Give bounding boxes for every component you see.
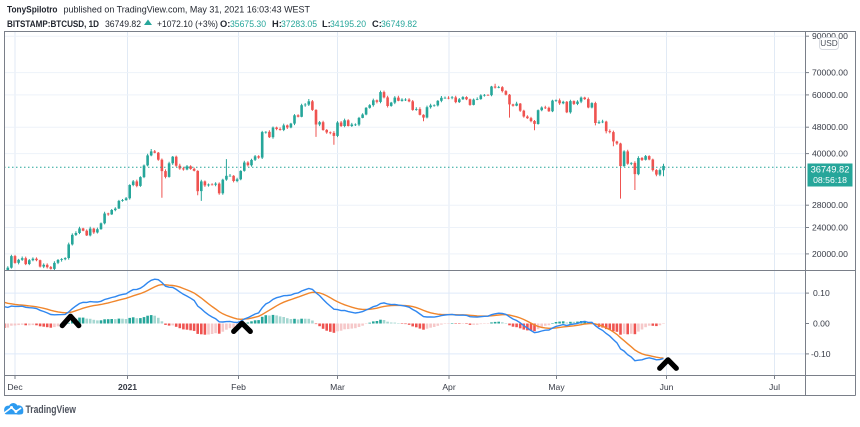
svg-text:0.00: 0.00 [813,319,830,329]
svg-text:+1072.10 (+3%): +1072.10 (+3%) [157,19,218,29]
svg-text:H:: H: [272,19,282,29]
svg-text:C:: C: [372,19,382,29]
svg-text:0.10: 0.10 [813,288,830,298]
svg-text:2021: 2021 [118,382,137,392]
svg-text:TradingView: TradingView [26,404,77,416]
svg-text:36749.82: 36749.82 [811,165,850,175]
svg-text:Dec: Dec [7,382,23,392]
svg-text:28000.00: 28000.00 [812,200,848,210]
svg-text:70000.00: 70000.00 [812,68,848,78]
svg-text:20000.00: 20000.00 [812,249,848,259]
svg-text:37283.05: 37283.05 [281,19,317,29]
svg-text:May: May [548,382,565,392]
svg-text:90000.00: 90000.00 [812,31,848,41]
svg-text:O:: O: [220,19,230,29]
svg-text:Apr: Apr [442,382,456,392]
svg-text:60000.00: 60000.00 [812,90,848,100]
svg-text:L:: L: [322,19,331,29]
svg-text:08:56:18: 08:56:18 [813,175,847,185]
svg-text:-0.10: -0.10 [811,349,831,359]
svg-text:Mar: Mar [330,382,345,392]
svg-text:Feb: Feb [231,382,246,392]
svg-text:USD: USD [820,38,838,48]
svg-text:36749.82: 36749.82 [381,19,417,29]
svg-text:34195.20: 34195.20 [330,19,366,29]
svg-text:36749.82: 36749.82 [105,19,141,29]
svg-text:BITSTAMP:BTCUSD, 1D: BITSTAMP:BTCUSD, 1D [7,19,99,29]
svg-text:40000.00: 40000.00 [812,149,848,159]
svg-text:Jul: Jul [769,382,780,392]
svg-text:35675.30: 35675.30 [230,19,266,29]
svg-text:48000.00: 48000.00 [812,122,848,132]
svg-text:Jun: Jun [660,382,674,392]
svg-text:TonySpilotro published on Trad: TonySpilotro published on TradingView.co… [7,4,310,14]
svg-text:24000.00: 24000.00 [812,223,848,233]
